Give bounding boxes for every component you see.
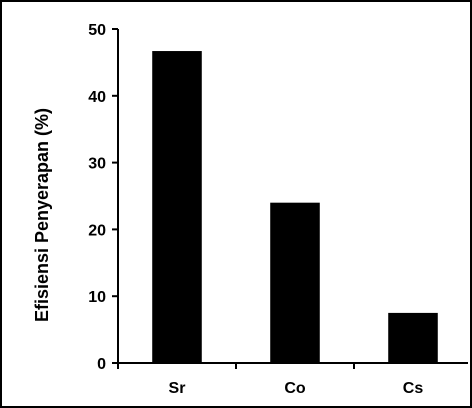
y-tick-label: 20: [88, 222, 106, 239]
x-tick-label: Co: [284, 380, 306, 397]
plot-area: 0 10 20 30 40 50 Sr Co Cs: [88, 22, 468, 397]
y-tick-label: 30: [88, 156, 106, 173]
bar-sr: [152, 51, 202, 363]
bar-co: [270, 202, 320, 363]
y-tick-label: 40: [88, 89, 106, 106]
bar-cs: [388, 312, 438, 363]
y-tick-label: 0: [97, 356, 106, 373]
x-tick-label: Cs: [403, 380, 424, 397]
y-axis-title: Efisiensi Penyerapan (%): [32, 108, 52, 322]
x-tick-label: Sr: [169, 380, 186, 397]
y-tick-label: 50: [88, 22, 106, 39]
y-tick-label: 10: [88, 289, 106, 306]
